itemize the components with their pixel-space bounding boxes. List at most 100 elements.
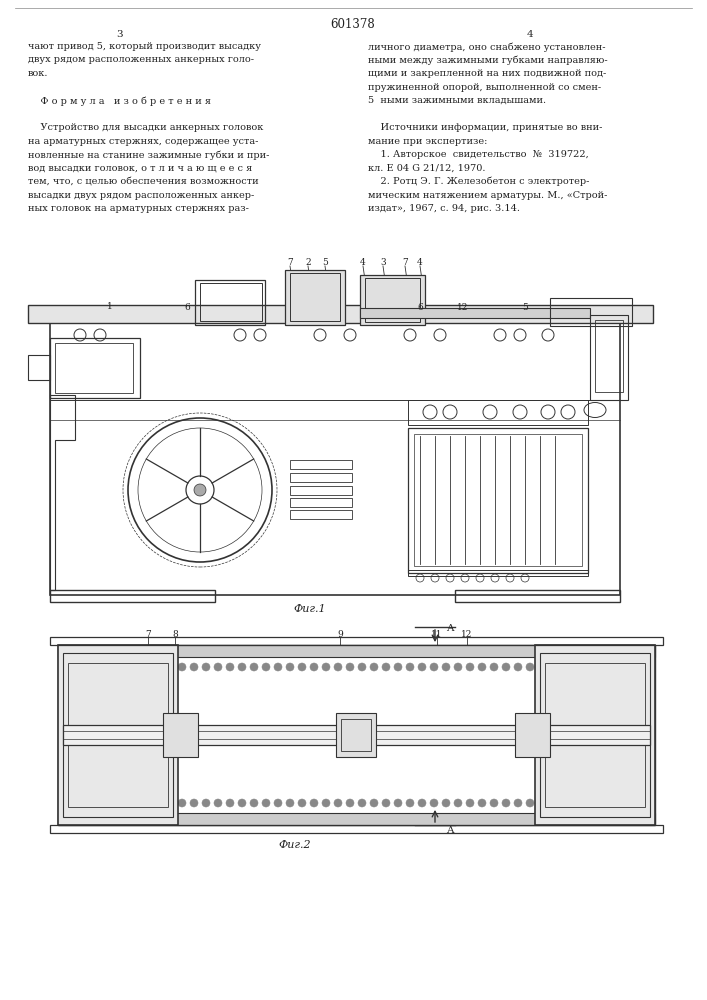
Text: 6: 6 xyxy=(184,303,190,312)
Bar xyxy=(50,315,620,595)
Circle shape xyxy=(262,663,270,671)
Bar xyxy=(360,275,425,325)
Text: двух рядом расположенных анкерных голо-: двух рядом расположенных анкерных голо- xyxy=(28,55,254,64)
Text: пружиненной опорой, выполненной со смен-: пружиненной опорой, выполненной со смен- xyxy=(368,83,601,92)
Circle shape xyxy=(478,799,486,807)
Bar xyxy=(290,486,352,495)
Bar xyxy=(408,570,588,576)
Text: Фиг.2: Фиг.2 xyxy=(279,840,311,850)
Circle shape xyxy=(250,799,258,807)
Bar xyxy=(341,719,371,751)
Bar xyxy=(163,713,198,757)
Text: вод высадки головок, о т л и ч а ю щ е е с я: вод высадки головок, о т л и ч а ю щ е е… xyxy=(28,163,252,172)
Text: 1. Авторское  свидетельство  №  319722,: 1. Авторское свидетельство № 319722, xyxy=(368,150,589,159)
Text: 11: 11 xyxy=(431,630,443,639)
Bar xyxy=(365,278,420,322)
Text: 2: 2 xyxy=(305,258,311,267)
Text: 7: 7 xyxy=(145,630,151,639)
Text: ными между зажимными губками направляю-: ными между зажимными губками направляю- xyxy=(368,55,607,65)
Bar xyxy=(58,813,655,825)
Text: Источники информации, принятые во вни-: Источники информации, принятые во вни- xyxy=(368,123,602,132)
Circle shape xyxy=(526,799,534,807)
Bar xyxy=(336,713,376,757)
Bar xyxy=(595,320,623,392)
Circle shape xyxy=(454,663,462,671)
Circle shape xyxy=(406,799,414,807)
Circle shape xyxy=(418,663,426,671)
Bar xyxy=(408,428,588,573)
Circle shape xyxy=(194,484,206,496)
Circle shape xyxy=(202,799,210,807)
Circle shape xyxy=(502,663,510,671)
Circle shape xyxy=(418,799,426,807)
Text: 4: 4 xyxy=(417,258,423,267)
Bar xyxy=(68,663,168,807)
Text: кл. Е 04 G 21/12, 1970.: кл. Е 04 G 21/12, 1970. xyxy=(368,163,486,172)
Circle shape xyxy=(358,799,366,807)
Circle shape xyxy=(490,799,498,807)
Text: на арматурных стержнях, содержащее уста-: на арматурных стержнях, содержащее уста- xyxy=(28,136,258,145)
Circle shape xyxy=(334,663,342,671)
Circle shape xyxy=(334,799,342,807)
Circle shape xyxy=(310,663,318,671)
Circle shape xyxy=(466,663,474,671)
Circle shape xyxy=(454,799,462,807)
Circle shape xyxy=(346,663,354,671)
Text: личного диаметра, оно снабжено установлен-: личного диаметра, оно снабжено установле… xyxy=(368,42,605,51)
Text: новленные на станине зажимные губки и при-: новленные на станине зажимные губки и пр… xyxy=(28,150,269,159)
Bar xyxy=(28,355,50,380)
Circle shape xyxy=(250,663,258,671)
Text: 4: 4 xyxy=(360,258,366,267)
Circle shape xyxy=(238,799,246,807)
Circle shape xyxy=(526,663,534,671)
Bar xyxy=(414,434,582,566)
Circle shape xyxy=(382,663,390,671)
Circle shape xyxy=(178,799,186,807)
Circle shape xyxy=(298,663,306,671)
Circle shape xyxy=(178,663,186,671)
Circle shape xyxy=(478,663,486,671)
Text: 1: 1 xyxy=(107,302,113,311)
Circle shape xyxy=(262,799,270,807)
Bar xyxy=(290,460,352,469)
Circle shape xyxy=(370,663,378,671)
Text: Устройство для высадки анкерных головок: Устройство для высадки анкерных головок xyxy=(28,123,264,132)
Circle shape xyxy=(286,799,294,807)
Text: 7: 7 xyxy=(287,258,293,267)
Circle shape xyxy=(310,799,318,807)
Text: тем, что, с целью обеспечения возможности: тем, что, с целью обеспечения возможност… xyxy=(28,177,259,186)
Text: издат», 1967, с. 94, рис. 3.14.: издат», 1967, с. 94, рис. 3.14. xyxy=(368,204,520,213)
Circle shape xyxy=(214,799,222,807)
Bar xyxy=(408,400,588,425)
Circle shape xyxy=(466,799,474,807)
Circle shape xyxy=(238,663,246,671)
Bar xyxy=(50,825,663,833)
Circle shape xyxy=(514,799,522,807)
Text: чают привод 5, который производит высадку: чают привод 5, который производит высадк… xyxy=(28,42,261,51)
Text: Ф о р м у л а   и з о б р е т е н и я: Ф о р м у л а и з о б р е т е н и я xyxy=(28,96,211,105)
Bar xyxy=(540,653,650,817)
Text: 9: 9 xyxy=(337,630,343,639)
Bar xyxy=(200,283,262,321)
Bar xyxy=(28,305,653,323)
Text: 6: 6 xyxy=(417,303,423,312)
Circle shape xyxy=(406,663,414,671)
Bar xyxy=(290,510,352,519)
Text: 5  ными зажимными вкладышами.: 5 ными зажимными вкладышами. xyxy=(368,96,546,105)
Circle shape xyxy=(346,799,354,807)
Text: 601378: 601378 xyxy=(331,18,375,31)
Bar xyxy=(545,663,645,807)
Circle shape xyxy=(382,799,390,807)
Bar xyxy=(590,315,628,400)
Circle shape xyxy=(430,663,438,671)
Text: 5: 5 xyxy=(322,258,328,267)
Circle shape xyxy=(274,799,282,807)
Bar xyxy=(58,645,178,825)
Bar xyxy=(290,473,352,482)
Circle shape xyxy=(226,663,234,671)
Circle shape xyxy=(394,663,402,671)
Bar xyxy=(58,645,655,825)
Bar xyxy=(290,273,340,321)
Bar xyxy=(50,637,663,645)
Circle shape xyxy=(370,799,378,807)
